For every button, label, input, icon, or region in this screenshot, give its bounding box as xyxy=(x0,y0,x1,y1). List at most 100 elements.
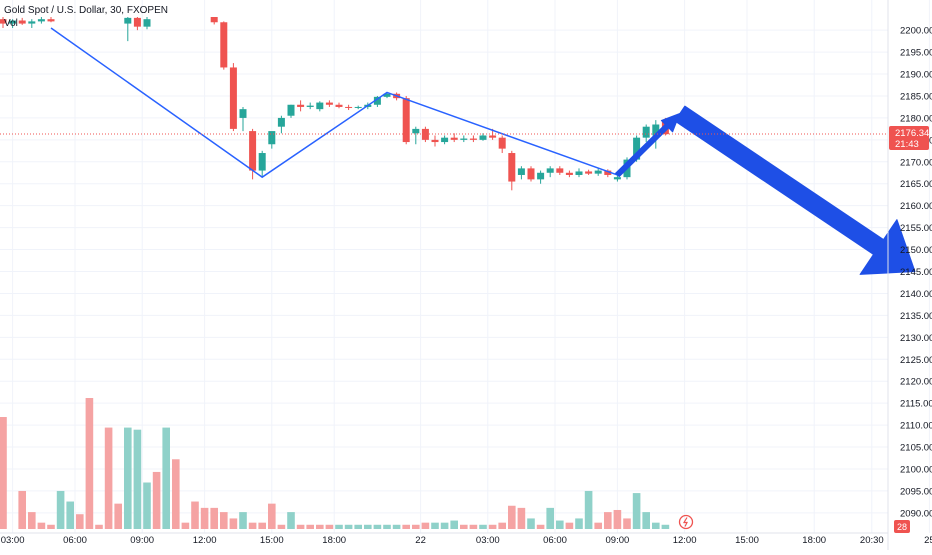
price-badge-background xyxy=(889,125,929,150)
volume-indicator-label[interactable]: Vol xyxy=(4,18,18,29)
x-tick-label: 03:00 xyxy=(476,535,500,546)
price-axis[interactable]: 2200.002195.002190.002185.002180.002175.… xyxy=(887,0,932,550)
volume-bar xyxy=(28,512,36,529)
volume-bar xyxy=(229,518,238,529)
candle-body xyxy=(325,102,333,105)
volume-bar xyxy=(306,524,314,529)
volume-bar xyxy=(642,512,650,529)
volume-bar xyxy=(479,524,487,529)
drawing-layer[interactable] xyxy=(50,27,916,275)
candle-body xyxy=(469,138,477,140)
x-tick-label: 18:00 xyxy=(802,535,826,546)
candle-body xyxy=(498,137,506,149)
y-tick-label: 2160.00 xyxy=(900,201,932,212)
candle-body xyxy=(517,168,525,175)
candle-body xyxy=(585,171,593,174)
volume-bar xyxy=(412,524,420,529)
volume-bar xyxy=(450,520,458,529)
time-axis[interactable]: 03:00 06:00 09:00 12:00 15:00 18:00 22 03:00 06:… xyxy=(0,532,932,546)
x-tick-label: 06:00 xyxy=(543,535,567,546)
candle-body xyxy=(613,177,621,180)
volume-bar xyxy=(0,417,7,529)
symbol-title[interactable]: Gold Spot / U.S. Dollar, 30, FXOPEN xyxy=(4,5,168,16)
candle-body xyxy=(450,137,458,140)
volume-bar xyxy=(85,398,94,529)
candle-body xyxy=(652,124,660,136)
x-tick-label: 15:00 xyxy=(735,535,759,546)
volume-bar xyxy=(152,471,161,529)
y-tick-label: 2125.00 xyxy=(900,355,932,366)
candle-body xyxy=(277,117,285,127)
price-badge-price: 2176.34 xyxy=(895,128,929,139)
volume-bar xyxy=(220,512,228,529)
candle-body xyxy=(345,106,353,108)
volume-bar xyxy=(172,459,180,529)
volume-bar xyxy=(556,520,564,529)
candle-body xyxy=(556,168,564,173)
y-tick-label: 2145.00 xyxy=(900,267,932,278)
volume-bar xyxy=(277,524,286,529)
volume-bar xyxy=(584,490,593,529)
y-tick-label: 2115.00 xyxy=(900,399,932,410)
volume-bar xyxy=(613,509,622,529)
volume-badge-value: 28 xyxy=(897,522,907,532)
x-tick-label: 12:00 xyxy=(193,535,217,546)
candle-body xyxy=(0,19,7,24)
candle-body xyxy=(373,96,381,105)
candle-body xyxy=(18,20,26,24)
y-tick-label: 2140.00 xyxy=(900,289,932,300)
volume-bar xyxy=(66,501,74,529)
volume-bar xyxy=(296,524,305,529)
candle-body xyxy=(354,106,362,108)
volume-bar xyxy=(95,524,103,529)
y-tick-label: 2185.00 xyxy=(900,91,932,102)
candle-body xyxy=(565,172,573,175)
candle-body xyxy=(239,109,247,118)
volume-bar xyxy=(335,524,343,529)
arrow-down-projection xyxy=(674,105,916,275)
candle-body xyxy=(297,104,305,107)
candle-body xyxy=(421,128,429,140)
candle-body xyxy=(229,67,237,129)
volume-bar xyxy=(440,522,449,529)
volume-bar xyxy=(364,524,372,529)
candle-body xyxy=(37,19,45,22)
x-tick-label: 09:00 xyxy=(130,535,154,546)
volume-bar xyxy=(316,524,324,529)
candle-body xyxy=(335,104,343,107)
y-tick-label: 2110.00 xyxy=(900,421,932,432)
x-tick-label: 25 xyxy=(924,535,932,546)
candle-body xyxy=(28,21,36,24)
volume-bar xyxy=(431,522,439,529)
volume-bar xyxy=(268,503,276,529)
candle-body xyxy=(124,17,132,24)
candle-body xyxy=(220,22,228,68)
candle-body xyxy=(575,171,583,175)
y-tick-label: 2170.00 xyxy=(900,157,932,168)
replay-icon[interactable] xyxy=(678,514,694,530)
candle-body xyxy=(546,168,554,173)
volume-layer xyxy=(0,398,670,529)
volume-bar xyxy=(76,514,84,529)
candle-body xyxy=(258,153,266,171)
candle-body xyxy=(383,93,391,97)
candle-body xyxy=(479,135,487,140)
volume-bar xyxy=(508,505,516,529)
candle-body xyxy=(9,20,17,24)
volume-bar xyxy=(575,518,583,529)
volume-bar xyxy=(373,524,382,529)
y-tick-label: 2165.00 xyxy=(900,179,932,190)
candle-body xyxy=(306,105,314,107)
y-tick-label: 2105.00 xyxy=(900,443,932,454)
y-tick-label: 2095.00 xyxy=(900,486,932,497)
volume-bar xyxy=(47,524,55,529)
volume-bar xyxy=(421,522,430,529)
volume-bar xyxy=(181,522,190,529)
candle-body xyxy=(287,104,295,116)
volume-bar xyxy=(124,427,132,529)
volume-bar xyxy=(114,503,122,529)
volume-bar xyxy=(191,501,199,529)
volume-bar xyxy=(536,524,545,529)
